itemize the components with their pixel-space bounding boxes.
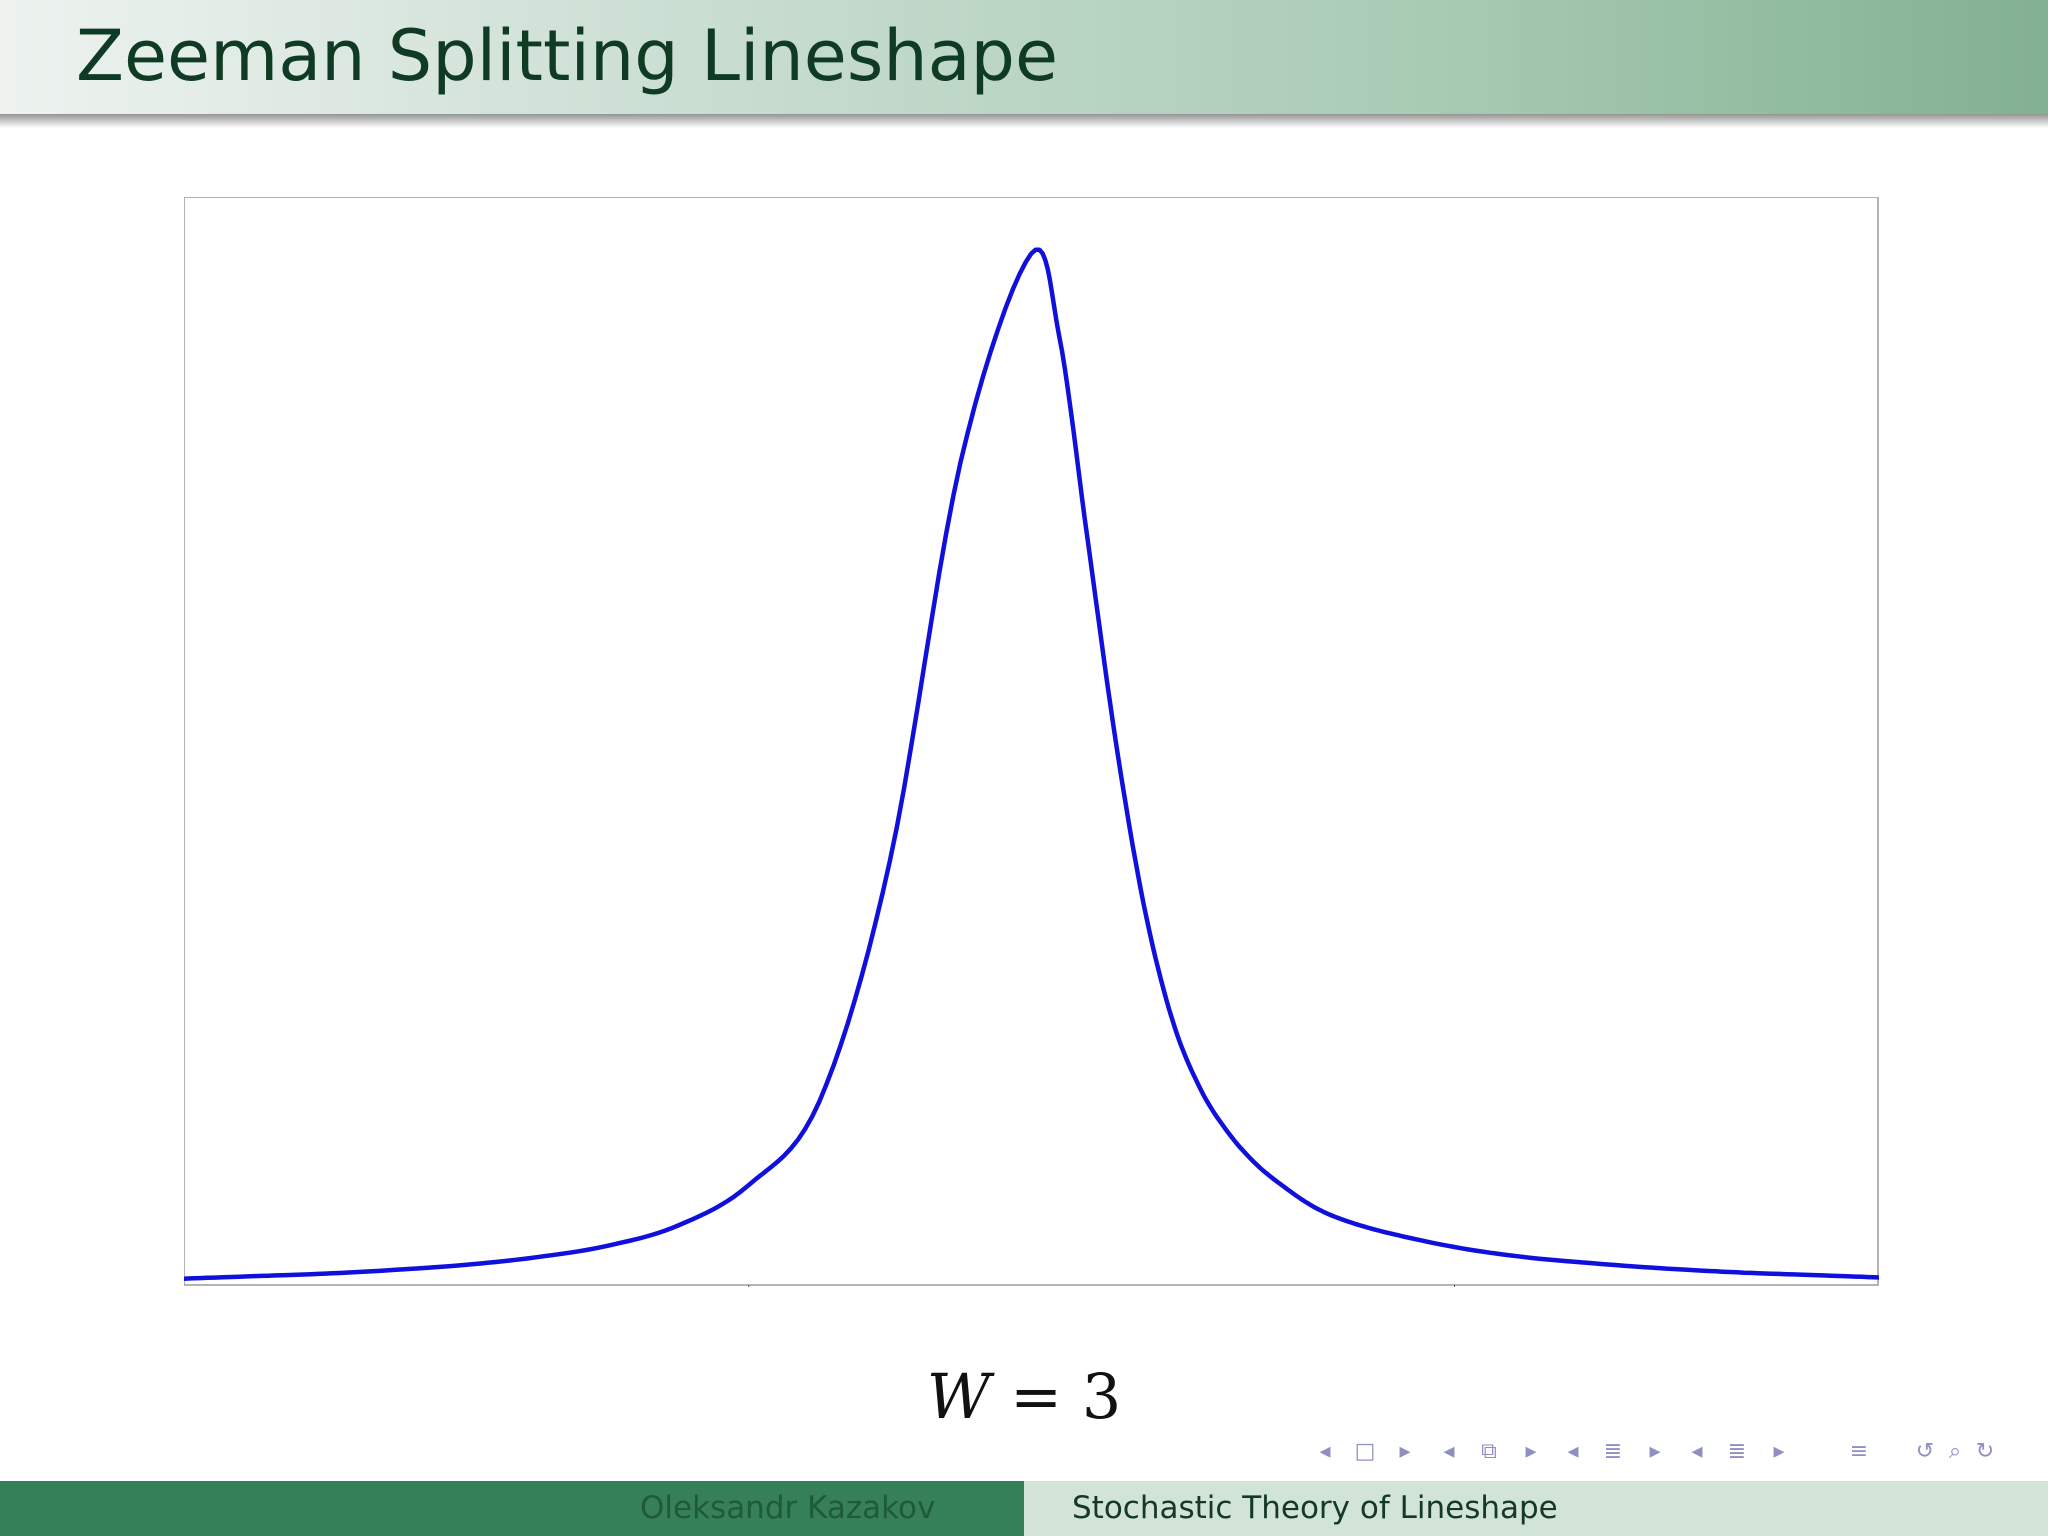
arrow-right-icon[interactable]: ▸ [1399,1439,1411,1464]
search-icon[interactable]: ⌕ [1948,1439,1962,1464]
arrow-left-icon[interactable]: ◂ [1319,1439,1331,1464]
parameter-formula: W = 3 [0,1360,2048,1433]
lineshape-series [184,247,1879,1281]
x-axis: 100100.5 [748,1285,1455,1287]
footer-talk-title: Stochastic Theory of Lineshape [1072,1490,1558,1526]
section-icon[interactable]: ≣ [1603,1439,1623,1464]
arrow-right-icon[interactable]: ▸ [1773,1439,1785,1464]
footer-author: Oleksandr Kazakov [640,1490,936,1526]
formula-value: = 3 [990,1360,1122,1433]
redo-icon[interactable]: ↻ [1975,1439,1995,1464]
formula-variable: W [926,1360,991,1433]
undo-icon[interactable]: ↺ [1915,1439,1935,1464]
footer-title-panel: Stochastic Theory of Lineshape [1024,1481,2048,1536]
title-bar: Zeeman Splitting Lineshape [0,0,2048,114]
arrow-left-icon[interactable]: ◂ [1691,1439,1703,1464]
arrow-left-icon[interactable]: ◂ [1443,1439,1455,1464]
arrow-right-icon[interactable]: ▸ [1649,1439,1661,1464]
footer-author-panel: Oleksandr Kazakov [0,1481,1024,1536]
plot-area [184,197,1879,1286]
subsection-icon[interactable]: ≣ [1727,1439,1747,1464]
slide-title: Zeeman Splitting Lineshape [76,15,1059,97]
arrow-right-icon[interactable]: ▸ [1525,1439,1537,1464]
lineshape-chart: 012345678 100100.5 [184,197,1879,1287]
align-icon[interactable]: ≡ [1849,1439,1869,1464]
arrow-left-icon[interactable]: ◂ [1567,1439,1579,1464]
beamer-navigation-bar: ◂ □ ▸ ◂ ⧉ ▸ ◂ ≣ ▸ ◂ ≣ ▸ ≡ ↺ ⌕ ↻ [1310,1434,2030,1470]
frame-icon[interactable]: □ [1354,1439,1376,1464]
frames-stack-icon[interactable]: ⧉ [1481,1439,1497,1464]
title-divider [0,114,2048,128]
